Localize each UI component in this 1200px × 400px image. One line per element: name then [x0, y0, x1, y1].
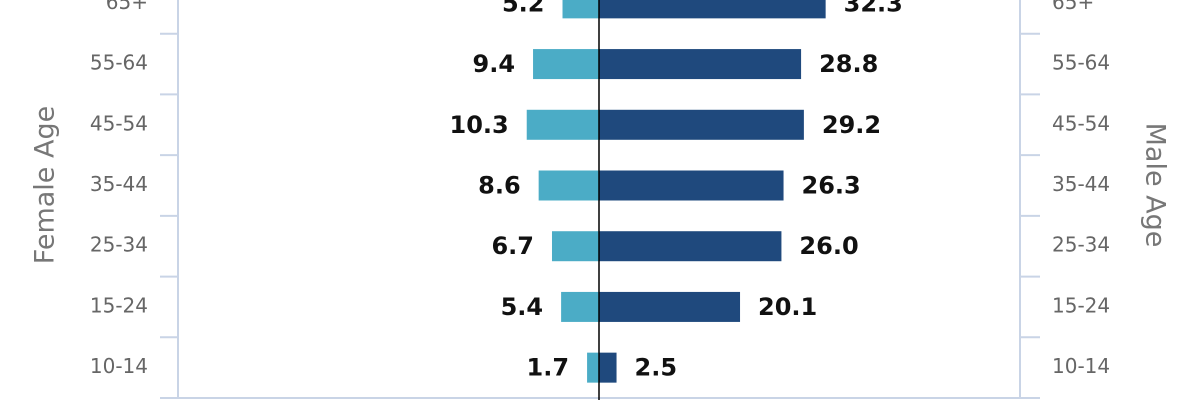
data-label: 8.6: [478, 172, 521, 200]
bar: [599, 291, 741, 322]
y-tick-label: 35-44: [1052, 172, 1110, 196]
y-tick-label: 65+: [1052, 0, 1094, 14]
bar: [599, 170, 784, 201]
y-tick-label: 55-64: [90, 51, 148, 75]
data-label: 2.5: [635, 354, 678, 382]
data-label: 28.8: [819, 50, 878, 78]
bar: [599, 49, 802, 80]
y-tick-label: 45-54: [1052, 111, 1110, 135]
data-label: 20.1: [758, 293, 817, 321]
y-tick-label: 65+: [106, 0, 148, 14]
bar: [599, 109, 804, 140]
y-tick-label: 25-34: [1052, 233, 1110, 257]
data-label: 26.3: [802, 172, 861, 200]
y-tick-label: 10-14: [1052, 354, 1110, 378]
y-tick-label: 35-44: [90, 172, 148, 196]
data-label: 32.3: [844, 0, 903, 17]
y-tick-label: 25-34: [90, 233, 148, 257]
data-label: 1.7: [527, 354, 570, 382]
bar: [533, 49, 599, 80]
y-tick-label: 10-14: [90, 354, 148, 378]
bar: [526, 109, 599, 140]
bar: [551, 231, 599, 262]
y-tick-label: 15-24: [1052, 293, 1110, 317]
bar: [599, 0, 826, 19]
y-axis-title-right: Male Age: [1140, 123, 1171, 248]
bar: [587, 352, 599, 383]
data-label: 10.3: [450, 111, 509, 139]
y-axis-title-left: Female Age: [30, 106, 61, 264]
bar: [599, 231, 782, 262]
data-label: 5.4: [501, 293, 544, 321]
y-tick-label: 15-24: [90, 293, 148, 317]
bar: [538, 170, 599, 201]
bar: [562, 0, 599, 19]
data-label: 6.7: [491, 232, 534, 260]
data-label: 9.4: [473, 50, 516, 78]
y-tick-label: 55-64: [1052, 51, 1110, 75]
data-label: 5.2: [502, 0, 545, 17]
data-label: 26.0: [799, 232, 858, 260]
bar: [561, 291, 599, 322]
bar: [599, 352, 617, 383]
data-label: 29.2: [822, 111, 881, 139]
y-tick-label: 45-54: [90, 111, 148, 135]
